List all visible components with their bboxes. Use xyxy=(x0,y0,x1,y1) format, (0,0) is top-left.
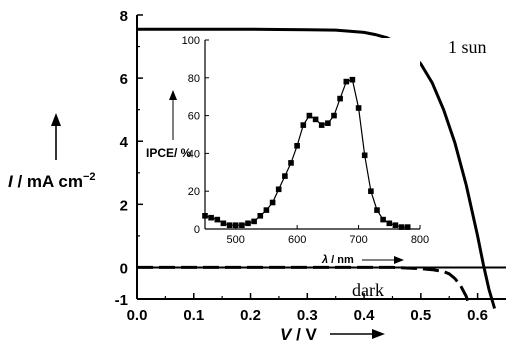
inset-series xyxy=(202,76,411,230)
ipce-point xyxy=(202,213,208,219)
inset-y-label: IPCE/ % xyxy=(146,146,192,160)
inset-y-tick-label: 100 xyxy=(182,35,200,47)
ipce-point xyxy=(257,213,264,219)
ipce-point xyxy=(282,173,288,179)
ipce-point xyxy=(349,76,356,83)
y-axis-exponent: −2 xyxy=(83,171,96,183)
ipce-point xyxy=(245,220,251,227)
main-tick-labels: 0.0 0.1 0.2 0.3 0.4 0.5 0.6 -1 0 2 4 6 8 xyxy=(115,8,488,324)
legend-1sun: 1 sun xyxy=(448,37,487,57)
x-tick-label: 0.6 xyxy=(467,307,488,324)
x-tick-label: 0.3 xyxy=(297,307,318,324)
inset-x-axis-label: λ / nm xyxy=(321,254,404,266)
ipce-point xyxy=(386,220,393,227)
y-axis-unit: / mA cm xyxy=(13,172,83,191)
inset-x-tick-label: 500 xyxy=(227,234,245,246)
ipce-point xyxy=(337,95,343,102)
inset-x-symbol: λ xyxy=(321,254,328,266)
ipce-point xyxy=(392,222,399,228)
ipce-point xyxy=(208,214,214,221)
x-tick-label: 0.1 xyxy=(183,307,204,324)
ipce-point xyxy=(220,220,227,227)
inset-tick-labels: 500 600 700 800 0 20 40 60 80 100 xyxy=(182,35,430,246)
y-axis-symbol: I xyxy=(8,172,14,191)
ipce-point xyxy=(214,216,221,223)
ipce-point xyxy=(306,112,313,119)
main-y-axis-label: I / mA cm−2 xyxy=(8,113,96,191)
inset-y-arrow-head xyxy=(169,90,177,100)
main-x-axis-label: V / V xyxy=(280,325,385,344)
inset-x-tick-label: 800 xyxy=(411,234,429,246)
y-tick-label: -1 xyxy=(115,292,128,309)
ipce-point xyxy=(343,78,350,85)
x-tick-label: 0.5 xyxy=(410,307,431,324)
ipce-point xyxy=(263,207,270,213)
ipce-point xyxy=(312,116,319,123)
ipce-point xyxy=(288,160,294,166)
inset-y-tick-label: 20 xyxy=(188,186,200,198)
x-axis-symbol: V xyxy=(280,325,293,344)
ipce-point xyxy=(380,216,386,223)
ipce-point xyxy=(374,207,380,213)
inset-x-tick-label: 600 xyxy=(288,234,306,246)
x-tick-label: 0.4 xyxy=(354,307,376,324)
ipce-point xyxy=(226,222,233,228)
inset-y-tick-label: 60 xyxy=(188,111,200,123)
inset-y-tick-label: 40 xyxy=(188,148,200,160)
y-tick-label: 6 xyxy=(120,71,128,88)
x-axis-arrow-head xyxy=(372,329,385,339)
series-dark-line xyxy=(137,265,471,306)
ipce-point xyxy=(355,105,362,111)
inset-x-tick-label: 700 xyxy=(349,234,367,246)
inset-x-arrow-head xyxy=(394,256,404,264)
inset-y-tick-label: 80 xyxy=(188,73,200,85)
ipce-point xyxy=(239,222,245,228)
legend-dark: dark xyxy=(352,280,384,300)
inset-y-tick-label: 0 xyxy=(194,224,200,236)
x-tick-label: 0.2 xyxy=(240,307,261,324)
ipce-point xyxy=(269,199,276,206)
svg-text:V / V: V / V xyxy=(280,325,318,344)
ipce-point xyxy=(275,186,282,193)
ipce-point xyxy=(318,122,325,128)
inset-x-unit: / nm xyxy=(328,254,354,266)
ipce-point xyxy=(398,224,405,230)
y-tick-label: 8 xyxy=(120,8,128,25)
svg-text:I / mA cm−2: I / mA cm−2 xyxy=(8,171,96,191)
ipce-line xyxy=(204,78,408,228)
ipce-point xyxy=(251,218,257,225)
svg-text:λ / nm: λ / nm xyxy=(321,254,354,266)
y-tick-label: 0 xyxy=(120,260,128,277)
ipce-point xyxy=(232,222,239,228)
ipce-point xyxy=(368,188,374,194)
ipce-point xyxy=(361,152,368,159)
ipce-point xyxy=(325,120,331,126)
ipce-point xyxy=(331,112,337,119)
y-axis-arrow-head xyxy=(51,113,61,126)
ipce-point xyxy=(404,224,411,230)
inset-y-axis-label: IPCE/ % xyxy=(146,90,192,160)
inset-ipce-chart: 500 600 700 800 0 20 40 60 80 100 IPCE/ % λ / nm xyxy=(146,35,429,266)
inset-background xyxy=(204,38,420,230)
x-axis-unit: / V xyxy=(291,325,317,344)
y-tick-label: 4 xyxy=(120,134,129,151)
y-tick-label: 2 xyxy=(120,197,128,214)
ipce-point xyxy=(294,143,300,149)
ipce-point xyxy=(300,122,307,128)
x-tick-label: 0.0 xyxy=(127,307,148,324)
